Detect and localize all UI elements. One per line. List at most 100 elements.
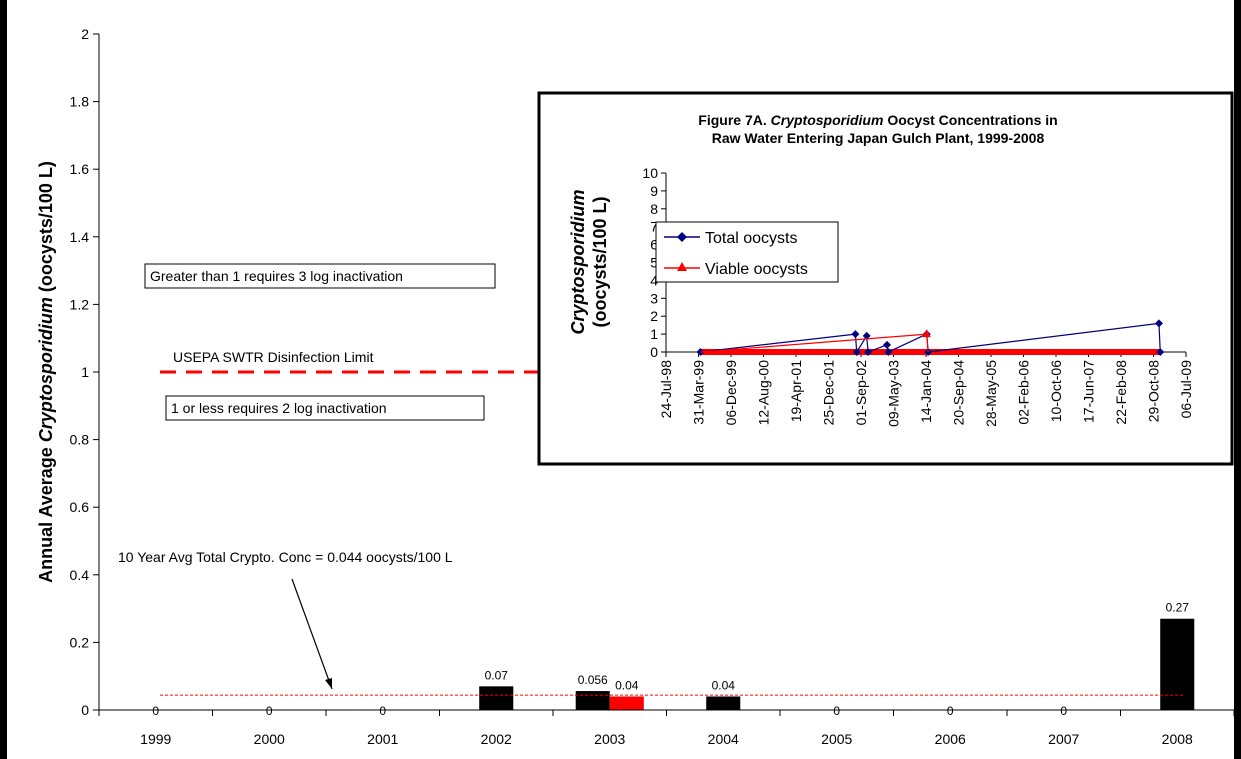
inset-y-axis-label-line2: (oocysts/100 L)	[590, 196, 610, 327]
bar-data-label: 0	[266, 704, 273, 718]
triangle-marker-icon	[677, 262, 687, 271]
main-y-tick-label: 1.2	[70, 296, 90, 312]
legend-total-label: Total oocysts	[705, 230, 797, 247]
inset-y-tick-label: 7	[650, 219, 658, 235]
total-oocysts-bar	[575, 691, 610, 710]
inset-x-tick-label: 28-May-05	[983, 360, 999, 427]
bar-data-label: 0	[947, 704, 954, 718]
main-y-tick-label: 1.6	[70, 161, 90, 177]
viable-oocysts-bar	[609, 696, 644, 710]
inset-y-tick-label: 4	[650, 272, 658, 288]
main-y-tick-label: 2	[81, 26, 89, 42]
main-x-tick-label: 2002	[481, 731, 512, 747]
inset-series-line	[888, 333, 928, 353]
ten-year-avg-label: 10 Year Avg Total Crypto. Conc = 0.044 o…	[118, 549, 453, 565]
inset-y-tick-label: 2	[650, 308, 658, 324]
main-y-tick-label: 0.4	[70, 567, 90, 583]
inset-x-tick-label: 06-Dec-99	[723, 360, 739, 426]
main-y-tick-label: 0.8	[70, 432, 90, 448]
total-oocysts-bar	[1160, 618, 1195, 710]
inset-series-line	[700, 333, 856, 353]
main-x-tick-label: 2005	[821, 731, 852, 747]
svg-text:1 or less requires 2 log inact: 1 or less requires 2 log inactivation	[171, 400, 387, 416]
total-oocysts-point	[883, 340, 891, 349]
bar-data-label: 0.07	[485, 668, 509, 682]
inset-series-line	[928, 322, 1160, 353]
bar-data-label: 0	[1060, 704, 1067, 718]
total-oocysts-bar	[479, 686, 514, 710]
right-frame-border	[1234, 0, 1241, 759]
inset-series-line	[1158, 323, 1161, 353]
inset-x-tick-label: 25-Dec-01	[821, 360, 837, 426]
inset-y-tick-label: 6	[650, 237, 658, 253]
total-oocysts-point	[1154, 319, 1163, 328]
bar-data-label: 0	[152, 704, 159, 718]
inset-y-tick-label: 5	[650, 255, 658, 271]
inset-x-tick-label: 14-Jan-04	[918, 360, 934, 423]
total-oocysts-point	[852, 348, 861, 356]
inset-x-tick-label: 17-Jun-07	[1081, 360, 1097, 423]
inset-chart: Figure 7A. Cryptosporidium Oocyst Concen…	[537, 91, 1234, 466]
legend-viable-label: Viable oocysts	[705, 261, 808, 278]
main-x-tick-label: 2004	[708, 731, 739, 747]
main-x-tick-label: 1999	[140, 731, 171, 747]
inset-x-tick-label: 01-Sep-02	[853, 360, 869, 426]
main-y-tick-label: 1.4	[70, 229, 90, 245]
main-y-tick-label: 1.8	[70, 94, 90, 110]
usepa-limit-label: USEPA SWTR Disinfection Limit	[173, 349, 374, 365]
inset-series-line	[867, 344, 888, 353]
main-x-tick-label: 2008	[1162, 731, 1193, 747]
inset-x-tick-label: 12-Aug-00	[756, 360, 772, 426]
bar-data-label: 0	[833, 704, 840, 718]
main-y-tick-label: 0.2	[70, 634, 90, 650]
bar-data-label: 0.056	[578, 673, 608, 687]
main-x-tick-label: 2001	[367, 731, 398, 747]
bar-data-label: 0.04	[615, 678, 639, 692]
svg-text:Greater than 1 requires 3 log: Greater than 1 requires 3 log inactivati…	[150, 268, 403, 284]
diamond-marker-icon	[677, 232, 687, 242]
inset-x-tick-label: 24-Jul-98	[658, 360, 674, 419]
inset-y-tick-label: 9	[650, 183, 658, 199]
inset-legend: Total oocysts Viable oocysts	[655, 221, 839, 283]
bar-data-label: 0.04	[712, 678, 736, 692]
total-oocysts-point	[862, 331, 871, 340]
inset-y-tick-label: 1	[650, 326, 658, 342]
inset-title-line2: Raw Water Entering Japan Gulch Plant, 19…	[712, 130, 1045, 146]
total-oocysts-point	[884, 348, 893, 356]
two-log-annotation: 1 or less requires 2 log inactivation	[165, 395, 485, 421]
main-x-tick-label: 2000	[254, 731, 285, 747]
total-oocysts-bar	[706, 696, 741, 710]
arrow-head-icon	[325, 678, 332, 689]
total-oocysts-point	[851, 330, 860, 339]
inset-x-tick-label: 29-Oct-08	[1146, 360, 1162, 422]
inset-y-axis-label-line1: Cryptosporidium	[568, 189, 588, 334]
inset-x-tick-label: 06-Jul-09	[1178, 360, 1194, 419]
inset-x-tick-label: 31-Mar-99	[691, 360, 707, 425]
inset-x-tick-label: 09-May-03	[886, 360, 902, 427]
three-log-annotation: Greater than 1 requires 3 log inactivati…	[144, 263, 496, 289]
inset-y-tick-label: 8	[650, 201, 658, 217]
main-y-tick-label: 0	[81, 702, 89, 718]
total-oocysts-point	[864, 348, 873, 356]
total-oocysts-point	[1156, 348, 1165, 356]
inset-x-tick-label: 10-Oct-06	[1048, 360, 1064, 422]
inset-y-tick-label: 3	[650, 290, 658, 306]
inset-x-tick-label: 22-Feb-08	[1113, 360, 1129, 425]
main-y-tick-label: 1	[81, 364, 89, 380]
bar-data-label: 0.27	[1166, 601, 1190, 615]
inset-x-tick-label: 02-Feb-06	[1016, 360, 1032, 425]
viable-oocysts-point	[922, 329, 931, 338]
ten-year-avg-arrow	[291, 578, 333, 690]
main-x-tick-label: 2007	[1048, 731, 1079, 747]
main-x-tick-label: 2003	[594, 731, 625, 747]
bar-data-label: 0	[379, 704, 386, 718]
inset-x-tick-label: 20-Sep-04	[951, 360, 967, 426]
inset-x-tick-label: 19-Apr-01	[788, 360, 804, 422]
inset-series-line	[700, 333, 927, 353]
main-y-axis-label: Annual Average Cryptosporidium (oocysts/…	[36, 161, 56, 583]
inset-y-tick-label: 0	[650, 344, 658, 360]
left-frame-border	[0, 0, 7, 759]
main-x-tick-label: 2006	[935, 731, 966, 747]
inset-title-line1: Figure 7A. Cryptosporidium Oocyst Concen…	[698, 112, 1057, 128]
